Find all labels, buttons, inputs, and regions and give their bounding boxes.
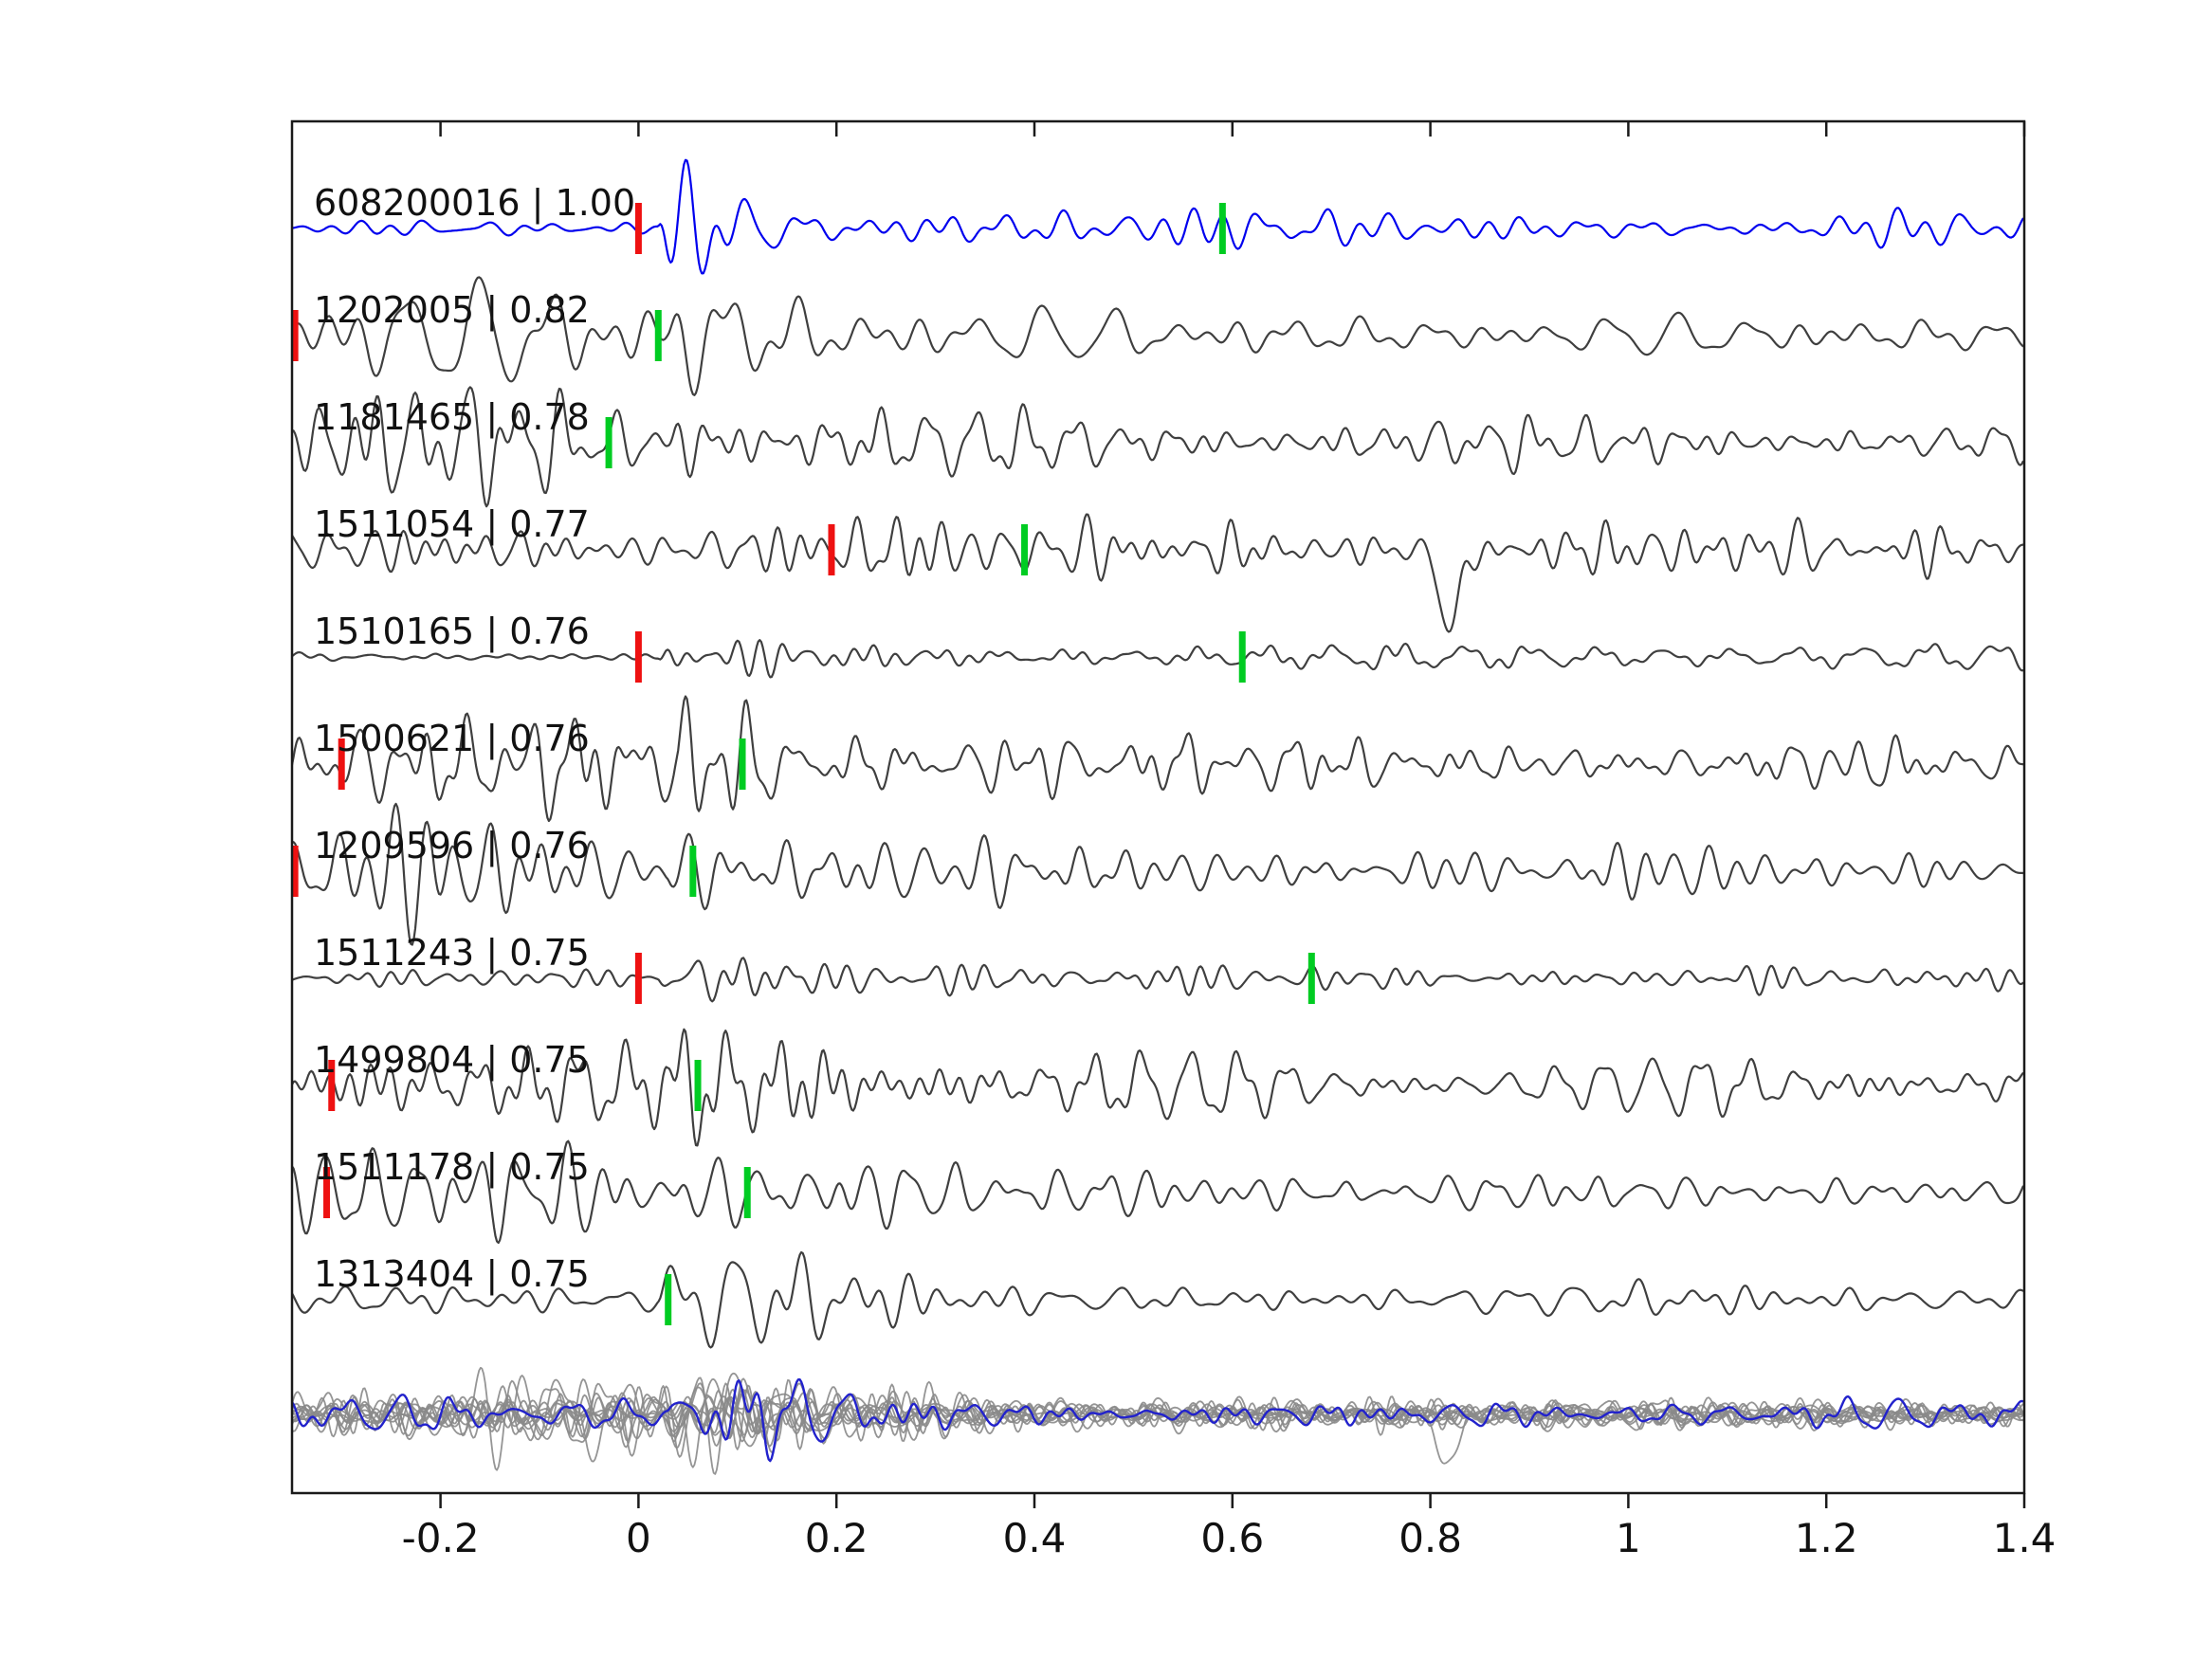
- pick-marker-red-1511054: [828, 524, 835, 575]
- trace-label-1499804: 1499804 | 0.75: [314, 1039, 590, 1082]
- x-tick-label: 1: [1616, 1515, 1641, 1561]
- waveform-trace-1511054: [292, 513, 2024, 633]
- pick-marker-green-1511178: [743, 1167, 751, 1218]
- waveform-trace-1313404: [292, 1250, 2024, 1349]
- pick-marker-green-1510165: [1238, 631, 1246, 683]
- x-tick-label: 0: [626, 1515, 651, 1561]
- trace-label-608200016: 608200016 | 1.00: [314, 182, 635, 225]
- trace-label-1313404: 1313404 | 0.75: [314, 1253, 590, 1296]
- trace-label-1511243: 1511243 | 0.75: [314, 932, 590, 975]
- x-tick-label: 0.2: [805, 1515, 868, 1561]
- stack-group: [292, 1366, 2024, 1475]
- pick-marker-red-1209596: [291, 846, 299, 897]
- trace-label-1202005: 1202005 | 0.82: [314, 289, 590, 332]
- pick-marker-red-608200016: [634, 203, 642, 254]
- trace-label-1510165: 1510165 | 0.76: [314, 611, 590, 653]
- pick-marker-green-1209596: [689, 846, 697, 897]
- waveform-trace-1511243: [292, 957, 2024, 1003]
- waveform-trace-1500621: [292, 695, 2024, 823]
- pick-marker-red-1511243: [634, 953, 642, 1004]
- pick-marker-green-1500621: [739, 738, 746, 790]
- waveform-trace-1202005: [292, 276, 2024, 396]
- pick-marker-green-1511054: [1021, 524, 1029, 575]
- stack-trace-gray-9: [292, 1388, 2024, 1445]
- trace-labels-group: 608200016 | 1.00 1202005 | 0.82 1181465 | …: [314, 182, 635, 1296]
- waveform-trace-1209596: [292, 802, 2024, 946]
- x-tick-label: 0.8: [1398, 1515, 1462, 1561]
- pick-marker-green-1511243: [1307, 953, 1315, 1004]
- trace-label-1500621: 1500621 | 0.76: [314, 718, 590, 760]
- x-tick-label: -0.2: [402, 1515, 480, 1561]
- pick-marker-green-1313404: [665, 1274, 672, 1325]
- pick-marker-red-1500621: [338, 738, 345, 790]
- trace-label-1209596: 1209596 | 0.76: [314, 825, 590, 867]
- trace-label-1181465: 1181465 | 0.78: [314, 396, 590, 439]
- pick-markers-group: [291, 203, 1315, 1325]
- stack-trace-gray-10: [292, 1380, 2024, 1458]
- pick-marker-red-1511178: [323, 1167, 331, 1218]
- trace-label-1511178: 1511178 | 0.75: [314, 1146, 590, 1189]
- pick-marker-green-1202005: [654, 310, 662, 361]
- trace-label-1511054: 1511054 | 0.77: [314, 503, 590, 546]
- pick-marker-red-1202005: [291, 310, 299, 361]
- x-tick-label: 0.4: [1003, 1515, 1067, 1561]
- stack-trace-blue: [292, 1378, 2024, 1463]
- pick-marker-green-1181465: [605, 417, 612, 468]
- waveform-trace-1181465: [292, 386, 2024, 508]
- x-tick-label: 1.2: [1795, 1515, 1858, 1561]
- waveform-trace-1510165: [292, 639, 2024, 679]
- x-tick-label: 1.4: [1993, 1515, 2057, 1561]
- waveform-trace-608200016: [292, 158, 2024, 275]
- plot-border: [290, 119, 2026, 1495]
- pick-marker-green-608200016: [1218, 203, 1226, 254]
- pick-marker-green-1499804: [694, 1060, 702, 1111]
- waveform-trace-1499804: [292, 1028, 2024, 1147]
- stack-trace-gray-8: [292, 1394, 2024, 1439]
- pick-marker-red-1510165: [634, 631, 642, 683]
- pick-marker-red-1499804: [328, 1060, 336, 1111]
- traces-group: [292, 158, 2024, 1349]
- axis-group: -0.2 0 0.2 0.4 0.6 0.8 1 1.2 1.4: [290, 119, 2057, 1561]
- x-tick-label: 0.6: [1200, 1515, 1264, 1561]
- waveform-trace-1511178: [292, 1139, 2024, 1245]
